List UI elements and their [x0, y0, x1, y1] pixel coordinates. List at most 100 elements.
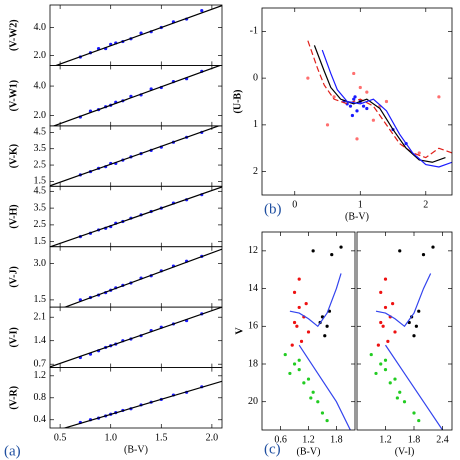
point: [325, 123, 330, 127]
panel-label: (a): [4, 443, 21, 459]
point: [379, 320, 383, 325]
y-tick-label: 4.0: [34, 22, 47, 33]
y-tick-label: 1.5: [34, 236, 47, 247]
frame: [49, 4, 223, 66]
y-tick-label: 4.5: [34, 186, 47, 197]
point: [371, 118, 375, 122]
point: [398, 249, 402, 253]
plot: [63, 248, 222, 308]
y-tick-label: 2.0: [34, 110, 47, 121]
point: [391, 302, 395, 306]
point: [355, 137, 359, 141]
point: [395, 396, 399, 400]
point: [352, 97, 356, 101]
point: [325, 324, 329, 328]
line: [50, 307, 222, 368]
point: [365, 90, 369, 94]
y-tick-label: 0.7: [34, 359, 47, 370]
y-tick-label: 1: [253, 119, 258, 130]
point: [297, 305, 301, 310]
y-tick-label: 2.5: [34, 159, 47, 170]
point: [402, 400, 407, 404]
y-tick-label: 0: [253, 72, 258, 83]
point: [332, 95, 336, 99]
point: [383, 368, 388, 372]
point: [386, 339, 390, 343]
y-tick-label: 4.5: [34, 127, 47, 138]
point: [379, 362, 383, 366]
point: [437, 95, 441, 99]
point: [311, 390, 315, 394]
y-tick-label: 3.5: [34, 202, 47, 213]
point: [417, 418, 421, 423]
point: [431, 245, 435, 249]
point: [330, 253, 334, 257]
y-tick-label: 3.5: [34, 143, 47, 154]
x-tick-label: 1: [358, 199, 363, 210]
y-tick-label: -1: [250, 26, 258, 37]
panel-label: (b): [264, 201, 282, 217]
x-tick-label: 0.6: [274, 434, 287, 445]
point: [417, 151, 421, 155]
x-tick-label: 1.2: [379, 434, 392, 445]
y-tick-label: 1.5: [34, 294, 47, 305]
line: [54, 5, 222, 66]
frame: [261, 7, 453, 196]
point: [295, 324, 299, 328]
y-tick-label: 2: [253, 166, 258, 177]
plot: [62, 380, 222, 429]
y-axis-title: (V-K): [8, 144, 19, 168]
y-tick-label: 1.5: [34, 176, 47, 187]
point: [200, 9, 204, 13]
y-tick-label: 0.8: [34, 392, 47, 403]
x-tick-label: 1.5: [155, 432, 168, 443]
point: [398, 390, 402, 394]
point: [379, 290, 383, 294]
y-axis-title: (V-I): [8, 327, 19, 347]
point: [376, 343, 380, 347]
point: [365, 106, 369, 111]
point: [292, 362, 297, 366]
point: [412, 411, 416, 415]
point: [348, 104, 353, 108]
y-axis-title: (V-R): [8, 386, 19, 410]
point: [412, 334, 416, 338]
y-tick-label: 3.0: [34, 258, 47, 269]
line: [385, 344, 443, 430]
frame: [356, 231, 453, 431]
y-tick-label: 14: [248, 283, 258, 294]
point: [288, 371, 292, 376]
line: [375, 273, 432, 328]
point: [383, 277, 388, 281]
point: [383, 358, 388, 362]
point: [297, 368, 301, 372]
plot: [306, 40, 452, 168]
y-tick-label: 2.5: [34, 219, 47, 230]
x-tick-label: 1.0: [104, 432, 117, 443]
point: [369, 352, 373, 357]
point: [358, 85, 362, 90]
point: [339, 245, 343, 249]
panel-label: (c): [264, 441, 281, 457]
point: [292, 320, 297, 325]
point: [316, 400, 320, 404]
point: [283, 352, 287, 357]
x-tick-label: 2.4: [436, 434, 449, 445]
point: [414, 324, 418, 328]
point: [350, 113, 355, 118]
y-axis-title: V: [234, 327, 245, 335]
x-axis-title: (B-V): [345, 211, 369, 222]
point: [383, 305, 388, 310]
x-axis-title: (V-I): [395, 446, 415, 457]
point: [325, 418, 329, 423]
x-axis-title: (B-V): [124, 444, 148, 455]
plot: [52, 65, 222, 126]
x-tick-label: 1.8: [408, 434, 421, 445]
point: [299, 339, 304, 343]
line: [62, 380, 222, 429]
line: [63, 248, 222, 308]
x-tick-label: 1.8: [330, 434, 343, 445]
point: [323, 334, 327, 338]
line: [298, 344, 351, 430]
